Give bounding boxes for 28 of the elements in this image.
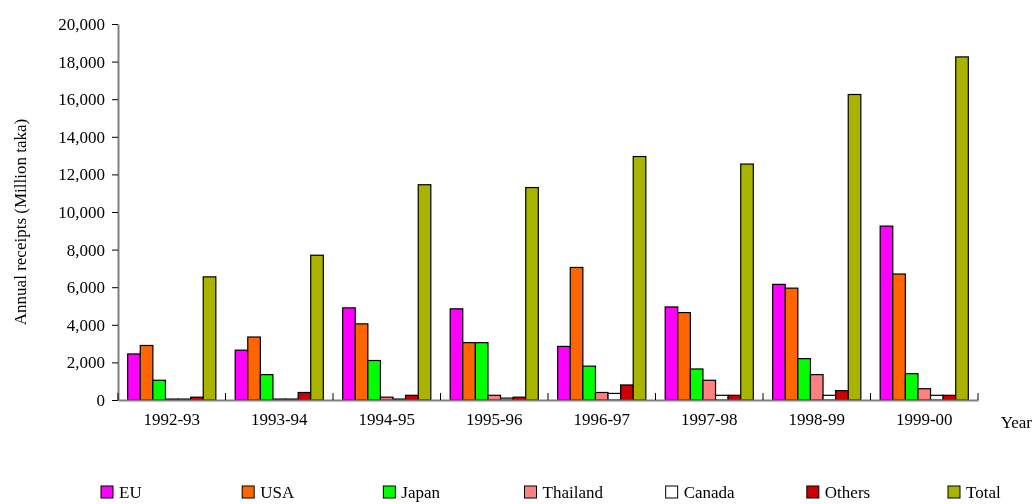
legend-label: Thailand: [542, 483, 604, 502]
y-axis-title: Annual receipts (Million taka): [11, 118, 30, 326]
y-tick-label: 20,000: [58, 14, 105, 34]
legend-label: Canada: [683, 483, 736, 502]
y-tick-label: 0: [96, 390, 105, 410]
x-tick-label: 1997-98: [680, 410, 738, 429]
y-tick-label: 8,000: [66, 240, 105, 260]
y-tick-label: 6,000: [66, 278, 105, 298]
legend-label: Japan: [401, 483, 441, 502]
legend-label: EU: [119, 483, 142, 502]
y-tick-label: 4,000: [66, 315, 105, 335]
x-tick-label: 1993-94: [250, 410, 309, 429]
x-tick-label: 1992-93: [143, 410, 201, 429]
legend-label: Others: [824, 483, 871, 502]
y-tick-label: 10,000: [58, 202, 105, 222]
x-tick-label: 1994-95: [358, 410, 416, 429]
legend-label: USA: [260, 483, 295, 502]
y-tick-label: 14,000: [58, 127, 105, 147]
y-tick-label: 12,000: [58, 165, 105, 185]
x-tick-label: 1995-96: [465, 410, 523, 429]
x-tick-label: 1998-99: [788, 410, 846, 429]
x-tick-label: 1996-97: [573, 410, 631, 429]
y-tick-label: 2,000: [66, 353, 105, 373]
y-tick-label: 16,000: [58, 90, 105, 110]
x-axis-title: Year: [1000, 413, 1033, 432]
y-tick-label: 18,000: [58, 52, 105, 72]
x-tick-label: 1999-00: [895, 410, 953, 429]
legend-label: Total: [966, 483, 1001, 502]
